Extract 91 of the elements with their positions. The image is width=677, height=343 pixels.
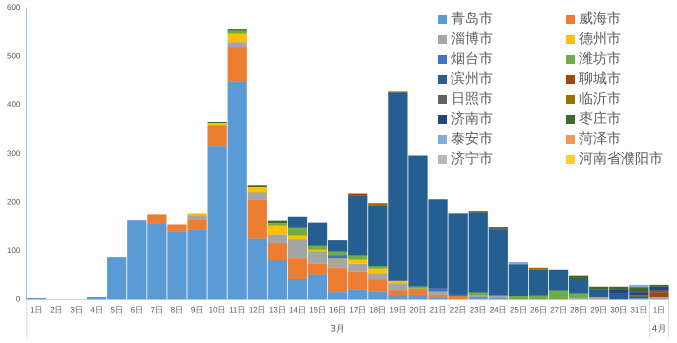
x-tick-label: 4日 (90, 305, 103, 314)
x-tick-label: 16日 (329, 305, 346, 314)
x-tick-label: 5日 (110, 305, 123, 314)
bar (428, 292, 448, 296)
legend-label: 菏泽市 (579, 130, 621, 149)
x-tick-label: 31日 (630, 305, 648, 314)
y-tick-label: 300 (6, 148, 21, 158)
bar (629, 284, 649, 288)
bar (268, 226, 288, 235)
bar (248, 192, 267, 200)
x-tick-label: 3日 (70, 305, 83, 314)
x-tick-label: 6日 (130, 305, 144, 314)
legend-label: 潍坊市 (579, 50, 621, 69)
legend-label: 河南省濮阳市 (579, 150, 663, 169)
bar (368, 266, 388, 269)
legend-label: 淄博市 (451, 30, 493, 49)
bar (468, 292, 488, 296)
legend-label: 滨州市 (451, 70, 493, 89)
x-tick-label: 25日 (510, 305, 527, 314)
bar (288, 227, 308, 236)
x-tick-label: 28日 (570, 305, 588, 314)
bar (508, 262, 528, 264)
text: 3月 (330, 324, 345, 335)
bar (388, 280, 408, 284)
legend-label: 济南市 (451, 110, 493, 129)
bar (268, 223, 288, 226)
bar (308, 245, 328, 250)
x-tick-label: 19日 (389, 305, 406, 314)
bar (228, 34, 247, 42)
bar (428, 288, 448, 292)
x-tick-label: 9日 (190, 305, 204, 314)
bar (368, 203, 388, 206)
bar (207, 125, 227, 146)
bar (649, 292, 669, 297)
legend-label: 青岛市 (451, 10, 493, 29)
bar (248, 200, 267, 239)
legend-label: 临沂市 (579, 90, 621, 109)
y-tick-label: 0 (16, 294, 21, 304)
bar (568, 276, 588, 280)
bar (228, 42, 247, 48)
x-tick-label: 30日 (610, 305, 628, 314)
y-tick-label: 200 (6, 197, 21, 206)
bar (288, 236, 308, 240)
text: 4月 (652, 324, 666, 335)
legend-label: 日照市 (451, 90, 493, 109)
legend-label: 泰安市 (451, 130, 493, 149)
x-tick-label: 12日 (248, 305, 266, 314)
x-tick-label: 20日 (410, 305, 426, 314)
x-tick-label: 27日 (550, 305, 567, 314)
x-tick-label: 26日 (530, 305, 547, 314)
bar (388, 283, 408, 290)
x-tick-label: 21日 (430, 305, 446, 314)
x-tick-label: 7日 (150, 305, 164, 314)
bar (248, 187, 267, 192)
bar (348, 260, 368, 264)
bar (368, 274, 388, 280)
legend-label: 德州市 (579, 30, 621, 49)
x-tick-label: 11日 (229, 305, 246, 314)
x-tick-label: 13日 (268, 305, 286, 314)
legend-label: 聊城市 (579, 70, 621, 89)
x-tick-label: 1日 (30, 305, 43, 314)
bar (228, 47, 247, 82)
x-tick-label: 1日 (652, 305, 666, 314)
bar (368, 268, 388, 274)
bar (268, 220, 288, 224)
legend-label: 济宁市 (451, 150, 493, 169)
x-tick-label: 29日 (590, 305, 608, 314)
y-tick-label: 600 (6, 3, 21, 12)
bar (348, 256, 368, 260)
y-tick-label: 500 (6, 52, 21, 61)
bar (328, 255, 348, 259)
x-tick-label: 10日 (208, 305, 226, 314)
legend-label: 威海市 (579, 10, 621, 29)
bar (348, 193, 368, 196)
x-tick-label: 15日 (309, 305, 326, 314)
bar (228, 30, 247, 34)
x-tick-label: 24日 (490, 305, 507, 314)
x-tick-label: 14日 (289, 305, 306, 314)
x-tick-label: 17日 (349, 305, 366, 314)
bar (147, 214, 167, 224)
legend-label: 枣庄市 (579, 110, 621, 129)
x-tick-label: 8日 (170, 305, 184, 314)
bar (207, 122, 227, 126)
x-tick-label: 18日 (369, 305, 386, 314)
x-tick-label: 22日 (450, 305, 467, 314)
y-tick-label: 400 (6, 100, 21, 110)
x-tick-label: 23日 (470, 305, 487, 314)
legend-label: 烟台市 (451, 50, 493, 69)
y-tick-label: 100 (6, 246, 21, 256)
bar (488, 226, 508, 230)
x-tick-label: 2日 (50, 305, 63, 314)
